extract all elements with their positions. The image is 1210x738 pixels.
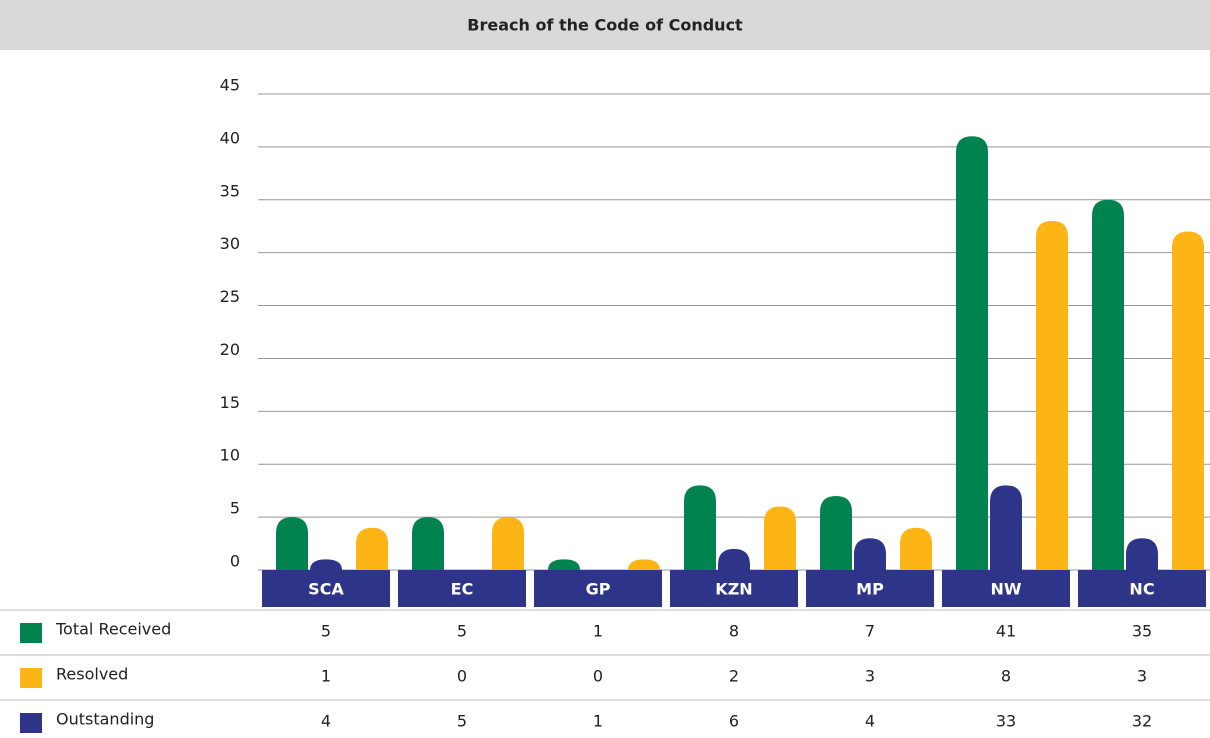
legend-label: Total Received bbox=[55, 620, 171, 639]
category-box bbox=[534, 570, 662, 607]
bar bbox=[684, 485, 716, 570]
category-box bbox=[398, 570, 526, 607]
table-value: 8 bbox=[729, 622, 739, 641]
title-bar bbox=[0, 0, 1210, 50]
bar bbox=[1036, 220, 1068, 570]
bar bbox=[1172, 231, 1204, 570]
category-box bbox=[806, 570, 934, 607]
bar bbox=[764, 506, 796, 570]
bar bbox=[628, 559, 660, 570]
table-value: 7 bbox=[865, 622, 875, 641]
x-tick-label: GP bbox=[586, 580, 611, 599]
table-value: 2 bbox=[729, 667, 739, 686]
table-value: 8 bbox=[1001, 667, 1011, 686]
table-value: 4 bbox=[321, 712, 331, 731]
table-value: 0 bbox=[457, 667, 467, 686]
category-box bbox=[670, 570, 798, 607]
y-tick-label: 0 bbox=[230, 552, 240, 571]
table-value: 1 bbox=[593, 622, 603, 641]
y-tick-label: 15 bbox=[220, 393, 240, 412]
y-tick-label: 5 bbox=[230, 499, 240, 518]
x-tick-label: EC bbox=[451, 580, 474, 599]
bar bbox=[548, 559, 580, 570]
legend-swatch bbox=[20, 623, 42, 643]
bar bbox=[990, 485, 1022, 570]
table-value: 0 bbox=[593, 667, 603, 686]
table-value: 32 bbox=[1132, 712, 1152, 731]
category-box bbox=[262, 570, 390, 607]
x-tick-label: NC bbox=[1129, 580, 1154, 599]
table-value: 1 bbox=[321, 667, 331, 686]
x-tick-label: KZN bbox=[715, 580, 752, 599]
bar bbox=[854, 538, 886, 570]
bar bbox=[1092, 199, 1124, 570]
bar bbox=[1126, 538, 1158, 570]
chart-title: Breach of the Code of Conduct bbox=[467, 16, 743, 35]
table-value: 1 bbox=[593, 712, 603, 731]
bar bbox=[276, 517, 308, 570]
table-value: 4 bbox=[865, 712, 875, 731]
y-tick-label: 10 bbox=[220, 446, 240, 465]
x-tick-label: MP bbox=[856, 580, 884, 599]
legend-label: Outstanding bbox=[56, 710, 154, 729]
table-value: 33 bbox=[996, 712, 1016, 731]
table-value: 3 bbox=[865, 667, 875, 686]
bar bbox=[900, 527, 932, 570]
table-value: 35 bbox=[1132, 622, 1152, 641]
table-value: 41 bbox=[996, 622, 1016, 641]
bar bbox=[718, 548, 750, 570]
bar bbox=[412, 517, 444, 570]
category-box bbox=[942, 570, 1070, 607]
x-tick-label: NW bbox=[990, 580, 1021, 599]
x-tick-label: SCA bbox=[308, 580, 344, 599]
bar bbox=[310, 559, 342, 570]
table-value: 5 bbox=[457, 622, 467, 641]
bar bbox=[356, 527, 388, 570]
table-value: 5 bbox=[321, 622, 331, 641]
bar bbox=[956, 136, 988, 571]
legend-label: Resolved bbox=[56, 665, 128, 684]
y-tick-label: 45 bbox=[220, 76, 240, 95]
table-value: 3 bbox=[1137, 667, 1147, 686]
y-tick-label: 25 bbox=[220, 287, 240, 306]
y-tick-label: 20 bbox=[220, 340, 240, 359]
legend-swatch bbox=[20, 668, 42, 688]
y-tick-label: 35 bbox=[220, 181, 240, 200]
y-tick-label: 40 bbox=[220, 128, 240, 147]
category-box bbox=[1078, 570, 1206, 607]
bar bbox=[492, 517, 524, 570]
legend-swatch bbox=[20, 713, 42, 733]
y-tick-label: 30 bbox=[220, 234, 240, 253]
bar bbox=[820, 495, 852, 570]
table-value: 6 bbox=[729, 712, 739, 731]
table-value: 5 bbox=[457, 712, 467, 731]
